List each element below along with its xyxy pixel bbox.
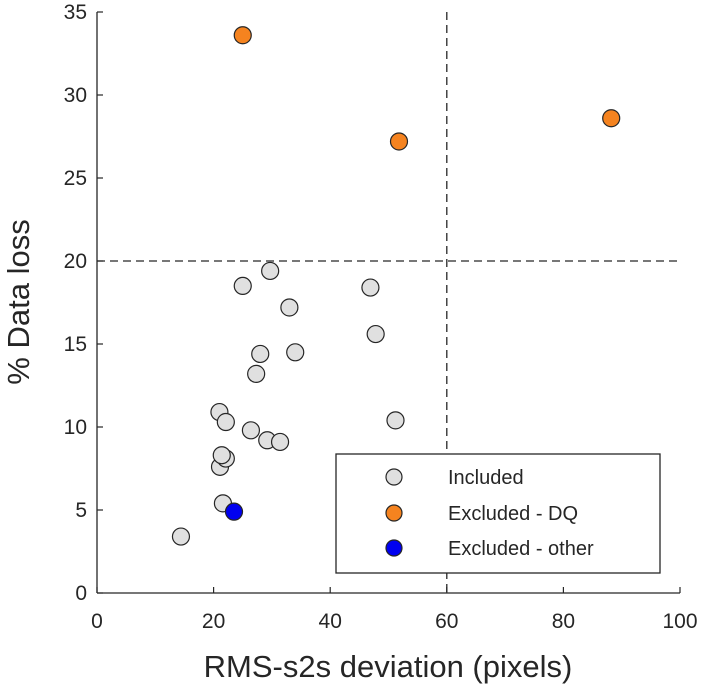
legend-marker-excluded-other	[385, 539, 403, 557]
x-tick-label: 80	[552, 610, 575, 633]
point-included	[286, 343, 305, 362]
point-included	[247, 364, 266, 383]
point-included	[171, 527, 191, 546]
x-tick-label: 100	[662, 610, 697, 633]
point-included	[386, 411, 405, 430]
y-tick-label: 15	[64, 333, 87, 356]
point-included	[212, 446, 231, 465]
x-tick-label: 40	[319, 610, 342, 633]
point-excluded-dq	[389, 132, 409, 151]
x-axis-title: RMS-s2s deviation (pixels)	[204, 649, 573, 684]
point-included	[361, 278, 380, 297]
y-tick-label: 20	[64, 250, 87, 273]
legend-marker-excluded-dq	[385, 504, 403, 522]
point-excluded-dq	[602, 109, 621, 128]
y-tick-label: 25	[64, 167, 87, 190]
legend-label-included: Included	[448, 467, 524, 489]
x-tick-label: 20	[202, 610, 225, 633]
y-axis-title: % Data loss	[1, 219, 36, 384]
legend-marker-included	[385, 468, 403, 486]
x-tick-label: 0	[91, 610, 103, 633]
x-tick-label: 60	[435, 610, 458, 633]
y-tick-label: 35	[64, 1, 87, 24]
point-included	[270, 432, 290, 452]
y-tick-label: 0	[75, 582, 87, 605]
y-tick-label: 10	[64, 416, 87, 439]
point-excluded-other	[224, 502, 244, 521]
point-included	[233, 276, 252, 295]
data-points	[171, 26, 621, 546]
point-included	[216, 412, 235, 432]
point-included	[280, 298, 299, 317]
point-included	[241, 421, 261, 440]
legend: Included Excluded - DQ Excluded - other	[335, 453, 661, 574]
axes: 0 20 40 60 80 100 0 5 10 15 20 25 30 35	[64, 1, 698, 633]
legend-label-excluded-other: Excluded - other	[448, 538, 594, 560]
y-tick-label: 30	[64, 84, 87, 107]
y-tick-label: 5	[75, 499, 87, 522]
point-included	[251, 344, 270, 364]
point-included	[366, 324, 385, 344]
legend-label-excluded-dq: Excluded - DQ	[448, 503, 578, 525]
point-included	[261, 261, 280, 281]
point-excluded-dq	[233, 26, 252, 45]
